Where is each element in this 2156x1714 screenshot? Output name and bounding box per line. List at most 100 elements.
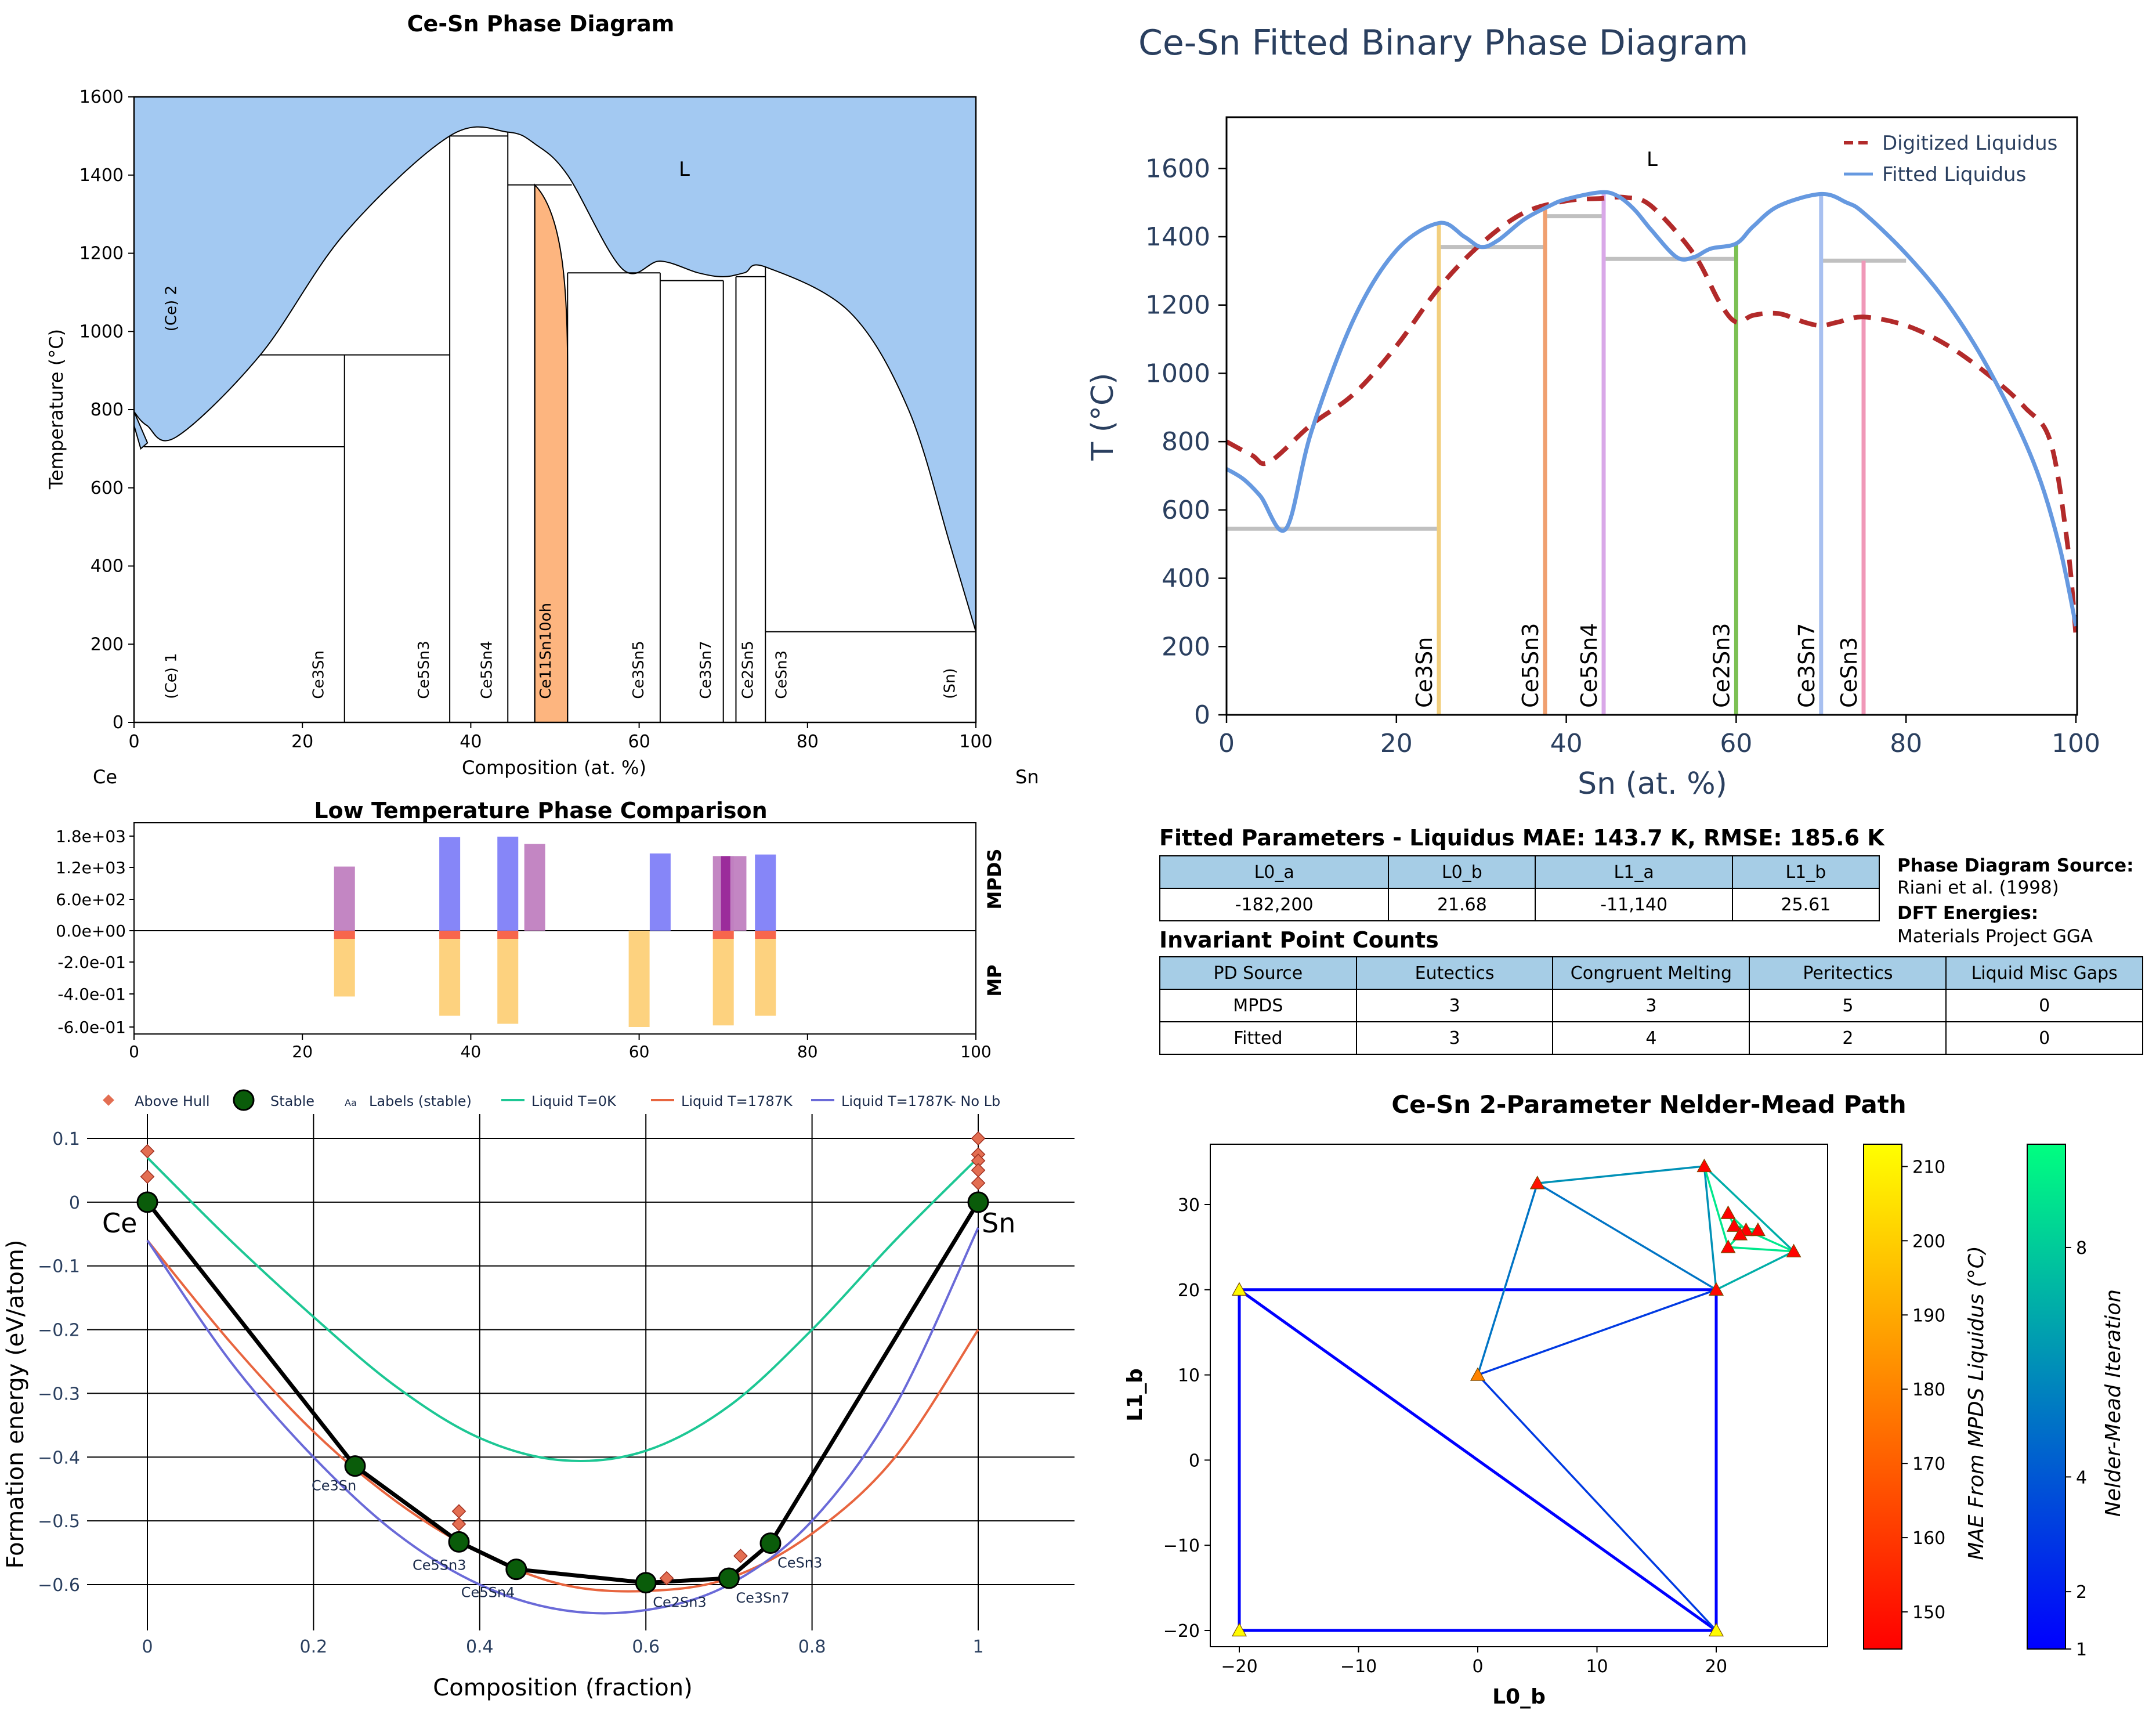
p5-title: Ce-Sn 2-Parameter Nelder-Mead Path [1391, 1090, 1906, 1119]
x-tick-label: 1 [972, 1637, 983, 1657]
stable-point [967, 1191, 989, 1213]
y-tick-label: 1200 [79, 244, 124, 264]
params-table: L0_a L0_b L1_a L1_b -182,200 21.68 -11,1… [1159, 855, 1880, 921]
x-tick-label: 100 [959, 732, 992, 752]
liquid-curve [146, 1227, 979, 1615]
p1-ylabel: Temperature (°C) [45, 329, 67, 490]
x-tick-label: 80 [797, 732, 819, 752]
simplex-vertex [1750, 1222, 1766, 1236]
p5-frame [1210, 1144, 1828, 1647]
above-hull-point [971, 1131, 986, 1146]
x-tick-label: 60 [1720, 729, 1752, 758]
stable-point [136, 1191, 158, 1213]
y-tick-label: 1000 [79, 321, 124, 342]
y-tick-label: 0.0e+00 [56, 921, 126, 941]
stable-point [759, 1532, 782, 1554]
params-value: -182,200 [1159, 888, 1390, 921]
y-tick-label: −0.2 [38, 1321, 80, 1341]
simplex-vertex [1708, 1282, 1724, 1296]
p4-frame [1225, 116, 2078, 716]
phase-label: Ce5Sn4 [479, 641, 496, 699]
legend-label: Above Hull [135, 1093, 210, 1109]
invariants-title: Invariant Point Counts [1159, 927, 1439, 953]
phase-label: CeSn3 [773, 650, 791, 699]
simplex-vertex [1720, 1205, 1736, 1219]
phase-comparison-panel: 1.8e+03 1.2e+03 6.0e+02 0.0e+00 -2.0e-01 -4.0… [56, 822, 992, 1061]
y-tick-label: 800 [1162, 427, 1210, 457]
above-hull-point [140, 1169, 155, 1184]
phase-label: (Ce) 1 [163, 653, 180, 699]
mp-bar-top [439, 931, 461, 939]
params-value: 25.61 [1731, 888, 1880, 921]
simplex-vertex [1732, 1227, 1748, 1241]
above-hull-point [140, 1144, 155, 1159]
convex-hull-panel: 0 0.2 0.4 0.6 0.8 1 0.1 0 −0.1 −0.2 −0.3 −0.4 −0.5 −0… [38, 1089, 1075, 1657]
params-title: Fitted Parameters - Liquidus MAE: 143.7 … [1159, 825, 1884, 851]
p2-title: Low Temperature Phase Comparison [314, 798, 767, 823]
above-hull-point [971, 1153, 986, 1168]
y-tick-label: −20 [1163, 1621, 1200, 1641]
y-tick-label: 600 [1162, 496, 1210, 525]
stable-label: Ce3Sn [312, 1478, 356, 1494]
y-tick-label: 200 [1162, 632, 1210, 661]
cbar-tick-label: 200 [1912, 1231, 1945, 1252]
p3-end-right: Sn [982, 1207, 1015, 1239]
compound-label: Ce5Sn3 [1518, 623, 1543, 708]
source-pd-value: Riani et al. (1998) [1897, 877, 2059, 898]
liquid-curve [146, 1239, 979, 1593]
y-tick-label: −0.6 [38, 1575, 80, 1596]
invariants-header: PD Source [1159, 956, 1357, 990]
p2-label-mp: MP [983, 964, 1005, 996]
x-tick-label: 20 [292, 1042, 313, 1061]
stable-point [448, 1531, 470, 1553]
compound-label: Ce2Sn3 [1709, 623, 1734, 708]
y-tick-label: -2.0e-01 [57, 953, 126, 972]
cbar-tick-label: 1 [2076, 1640, 2087, 1660]
params-header: L0_a [1159, 855, 1390, 889]
mpds-bar [524, 844, 545, 931]
x-tick-label: 20 [1705, 1657, 1727, 1677]
phase-label: (Ce) 2 [163, 285, 180, 331]
simplex-vertex [1696, 1158, 1712, 1173]
p1-xlabel: Composition (at. %) [462, 757, 646, 779]
legend-label: Labels (stable) [369, 1093, 472, 1109]
p1-left-element: Ce [93, 766, 117, 788]
path-segment [1238, 1286, 1718, 1632]
y-tick-label: −0.4 [38, 1448, 80, 1468]
invariants-cell: MPDS [1159, 989, 1357, 1022]
y-tick-label: 1600 [79, 87, 124, 107]
convex-hull-line [146, 1200, 980, 1585]
y-tick-label: 400 [1162, 564, 1210, 594]
phase-diagram-panel: 0 20 40 60 80 1000200400600800100012001400160… [79, 87, 993, 752]
y-tick-label: −0.5 [38, 1511, 80, 1532]
p5-ylabel: L1_b [1123, 1368, 1147, 1422]
y-tick-label: -4.0e-01 [57, 985, 126, 1004]
above-hull-point [971, 1176, 986, 1191]
y-tick-label: 20 [1178, 1281, 1200, 1301]
y-tick-label: 1.2e+03 [56, 858, 126, 877]
invariants-cell: Fitted [1159, 1021, 1357, 1055]
source-dft-label: DFT Energies: [1897, 903, 2039, 924]
x-tick-label: 0.6 [632, 1637, 660, 1657]
y-tick-label: 1600 [1145, 154, 1210, 183]
compound-label: Ce3Sn7 [1794, 623, 1819, 708]
mpds-bar [755, 854, 776, 931]
fitted-liquidus [1225, 190, 2078, 627]
cbar-tick-label: 4 [2076, 1467, 2087, 1488]
y-tick-label: -6.0e-01 [57, 1018, 126, 1037]
mp-bar [755, 931, 776, 1016]
mp-bar-top [497, 931, 519, 939]
p2-frame [133, 822, 976, 1035]
stable-point [635, 1572, 657, 1594]
p5-cbar1-label: MAE From MPDS Liquidus (°C) [1965, 1246, 1988, 1560]
invariants-cell: 0 [1945, 1021, 2143, 1055]
p1-title: Ce-Sn Phase Diagram [407, 11, 675, 37]
p1-right-element: Sn [1015, 766, 1039, 788]
x-tick-label: 0.4 [466, 1637, 494, 1657]
x-tick-label: 0 [128, 732, 139, 752]
x-tick-label: 40 [460, 732, 482, 752]
y-tick-label: 1400 [79, 165, 124, 186]
simplex-vertex [1720, 1239, 1736, 1253]
above-hull-point [451, 1517, 466, 1532]
mae-colorbar [1863, 1144, 1902, 1650]
